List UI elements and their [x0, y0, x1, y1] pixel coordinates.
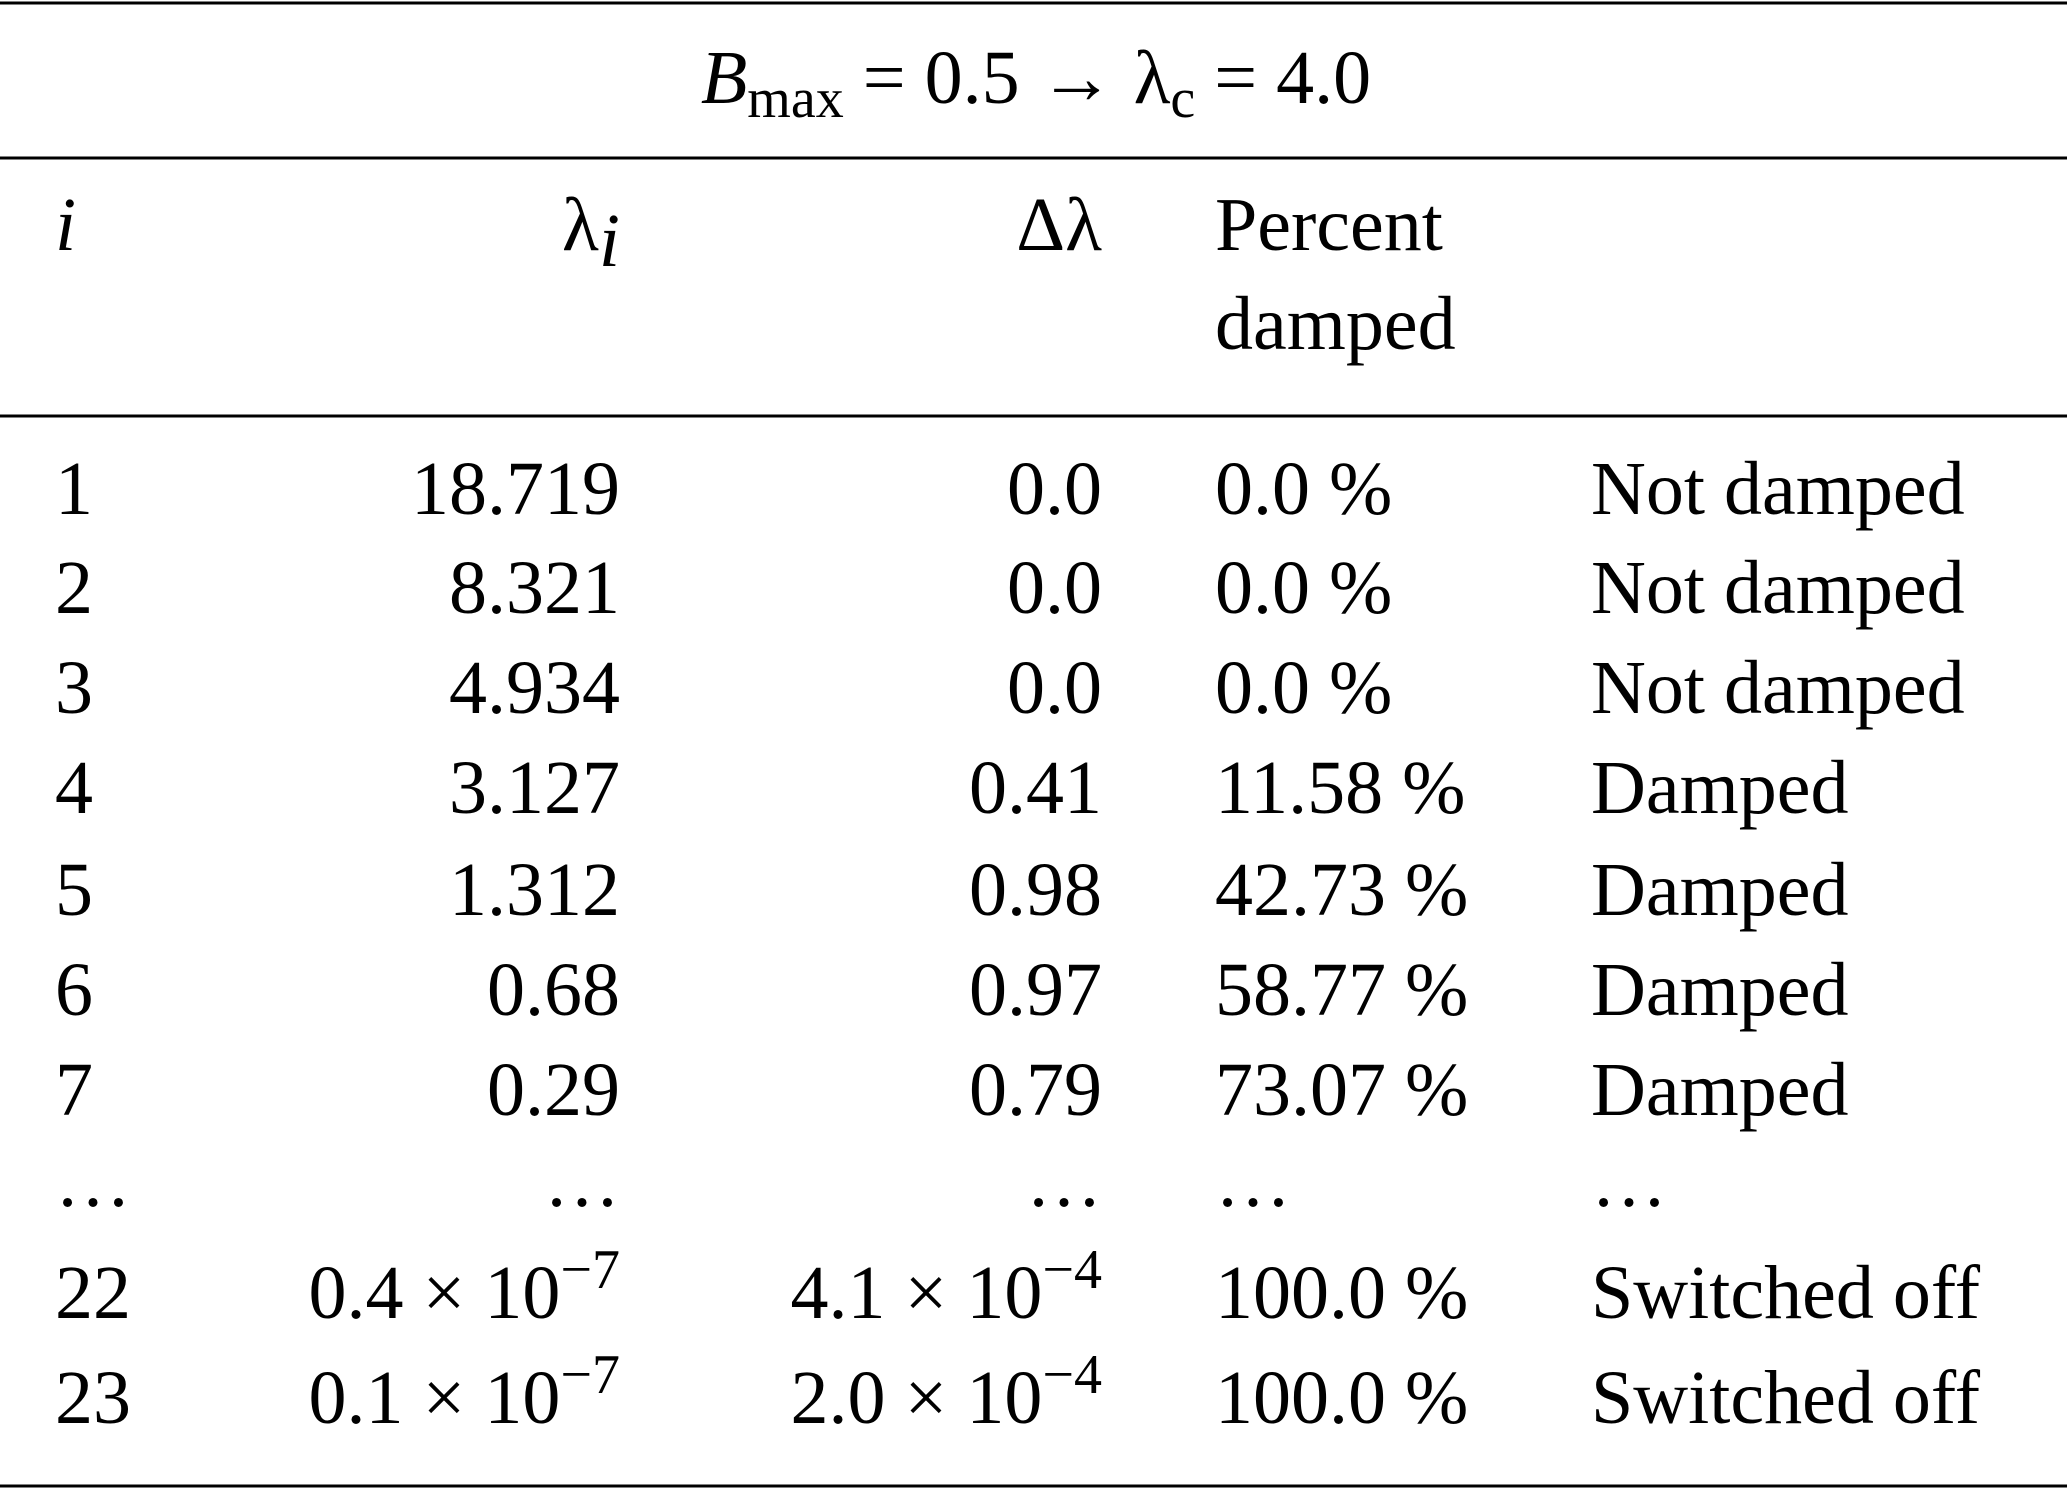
cell: 0.68: [487, 948, 620, 1032]
title-part: c: [1170, 68, 1195, 130]
cell: 0.0: [1007, 646, 1102, 730]
header-cell: λi: [562, 183, 620, 283]
cell: 0.0 %: [1215, 546, 1392, 630]
table-title: Bmax = 0.5 → λc = 4.0: [701, 36, 1371, 130]
cell: Not damped: [1591, 546, 1965, 630]
cell: 1.312: [449, 848, 620, 932]
cell: 0.0: [1007, 546, 1102, 630]
cell: 0.79: [969, 1048, 1102, 1132]
cell: 4: [55, 746, 93, 830]
cell: Not damped: [1591, 646, 1965, 730]
cell: 0.0 %: [1215, 447, 1392, 531]
cell-base: 4.1 × 10: [791, 1251, 1043, 1335]
cell: 100.0 %: [1215, 1251, 1468, 1335]
cell-base: 2.0 × 10: [791, 1356, 1043, 1440]
cell: …: [1215, 1139, 1291, 1223]
cell: 23: [55, 1356, 131, 1440]
header-cell: Δλ: [1016, 183, 1102, 267]
cell: 4.934: [449, 646, 620, 730]
header-cell: Percent: [1215, 183, 1443, 267]
cell: 58.77 %: [1215, 948, 1468, 1032]
cell-base: 0.4 × 10: [309, 1251, 561, 1335]
cell: Damped: [1591, 848, 1848, 932]
cell-exponent: −7: [560, 1344, 620, 1406]
cell: 0.0: [1007, 447, 1102, 531]
header-cell: damped: [1215, 282, 1456, 366]
cell: 22: [55, 1251, 131, 1335]
cell: Damped: [1591, 746, 1848, 830]
cell: Switched off: [1591, 1356, 1981, 1440]
header-part: λ: [562, 183, 599, 267]
cell: 1: [55, 447, 93, 531]
header-cell: i: [55, 183, 76, 267]
cell: …: [1591, 1139, 1667, 1223]
cell: 18.719: [411, 447, 620, 531]
cell: 73.07 %: [1215, 1048, 1468, 1132]
cell: 0.98: [969, 848, 1102, 932]
cell: 5: [55, 848, 93, 932]
title-part: max: [747, 68, 843, 130]
cell-exponent: −4: [1042, 1239, 1102, 1301]
cell: 0.1 × 10−7: [309, 1344, 620, 1440]
title-part: = 0.5 → λ: [844, 36, 1171, 120]
cell: 7: [55, 1048, 93, 1132]
header-part: i: [599, 199, 620, 283]
cell: 0.4 × 10−7: [309, 1239, 620, 1335]
cell: 2: [55, 546, 93, 630]
cell: 42.73 %: [1215, 848, 1468, 932]
title-part: B: [701, 36, 747, 120]
cell: Damped: [1591, 948, 1848, 1032]
cell: 2.0 × 10−4: [791, 1344, 1102, 1440]
title-part: = 4.0: [1195, 36, 1371, 120]
cell-exponent: −7: [560, 1239, 620, 1301]
cell: Not damped: [1591, 447, 1965, 531]
cell: 6: [55, 948, 93, 1032]
cell-exponent: −4: [1042, 1344, 1102, 1406]
cell: 8.321: [449, 546, 620, 630]
cell: 11.58 %: [1215, 746, 1466, 830]
cell: 100.0 %: [1215, 1356, 1468, 1440]
cell: 0.41: [969, 746, 1102, 830]
cell: 4.1 × 10−4: [791, 1239, 1102, 1335]
cell: 0.97: [969, 948, 1102, 1032]
cell-base: 0.1 × 10: [309, 1356, 561, 1440]
cell: 0.0 %: [1215, 646, 1392, 730]
cell: 3.127: [449, 746, 620, 830]
cell: Switched off: [1591, 1251, 1981, 1335]
cell: …: [55, 1139, 131, 1223]
cell: …: [544, 1139, 620, 1223]
cell: …: [1026, 1139, 1102, 1223]
cell: 0.29: [487, 1048, 620, 1132]
cell: 3: [55, 646, 93, 730]
cell: Damped: [1591, 1048, 1848, 1132]
